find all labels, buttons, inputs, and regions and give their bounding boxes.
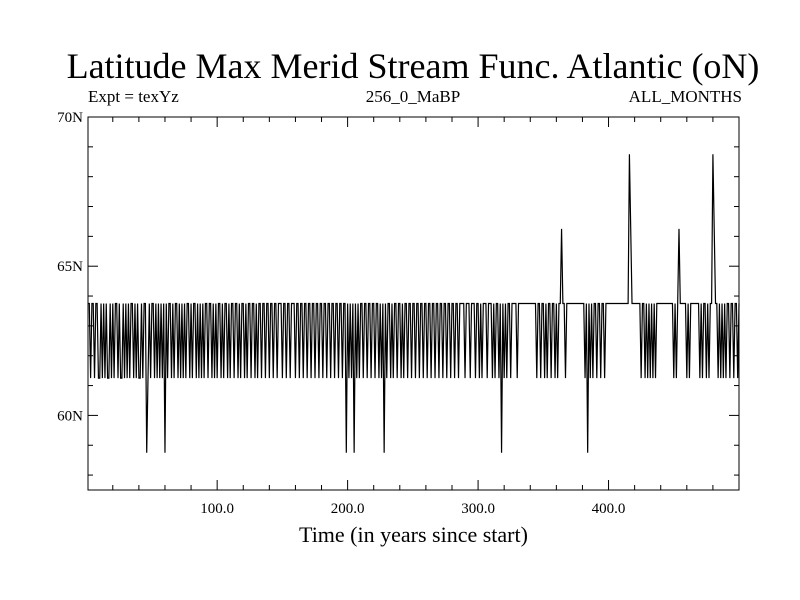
series-line bbox=[88, 154, 740, 453]
y-tick-label: 60N bbox=[57, 408, 83, 424]
x-tick-label: 300.0 bbox=[461, 501, 495, 517]
run-label: 256_0_MaBP bbox=[365, 87, 461, 106]
chart-axes: 60N 65N 70N 100.0 200.0 300.0 400.0 bbox=[57, 110, 740, 517]
chart-marks bbox=[88, 154, 740, 453]
months-label: ALL_MONTHS bbox=[628, 87, 742, 106]
experiment-label: Expt = texYz bbox=[88, 87, 179, 106]
x-tick-label: 400.0 bbox=[592, 501, 626, 517]
plot-frame bbox=[87, 116, 740, 491]
x-tick-label: 100.0 bbox=[200, 501, 234, 517]
x-tick-label: 200.0 bbox=[331, 501, 365, 517]
chart-title: Latitude Max Merid Stream Func. Atlantic… bbox=[66, 46, 760, 86]
y-tick-label: 65N bbox=[57, 259, 83, 275]
y-tick-label: 70N bbox=[57, 110, 83, 126]
x-axis-label: Time (in years since start) bbox=[299, 522, 528, 547]
